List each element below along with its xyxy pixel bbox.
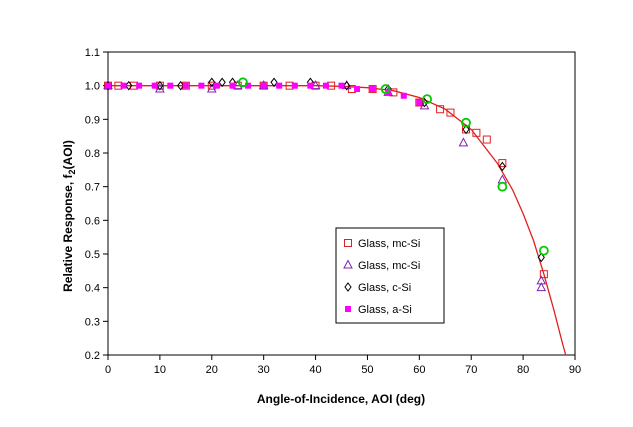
data-point xyxy=(322,82,329,89)
data-point xyxy=(472,128,481,137)
data-point xyxy=(498,159,507,168)
data-point xyxy=(436,105,445,114)
data-point xyxy=(105,82,111,89)
legend-label: Glass, a-Si xyxy=(358,304,412,316)
y-tick-label: 0.6 xyxy=(85,215,100,227)
data-point xyxy=(310,80,321,90)
data-point xyxy=(380,84,391,94)
data-points-group xyxy=(103,77,549,292)
data-point xyxy=(538,245,549,256)
y-tick-label: 0.7 xyxy=(85,182,100,194)
data-point xyxy=(198,82,205,89)
data-point xyxy=(537,252,545,263)
data-point xyxy=(369,86,376,93)
data-point xyxy=(497,181,508,192)
data-point xyxy=(260,82,267,89)
x-tick-label: 80 xyxy=(517,364,529,376)
data-point xyxy=(182,82,189,89)
x-axis-title: Angle-of-Incidence, AOI (deg) xyxy=(257,392,425,406)
data-point xyxy=(155,83,165,93)
data-point xyxy=(354,86,361,93)
data-point xyxy=(536,282,547,292)
legend-marker xyxy=(343,259,353,269)
data-point xyxy=(238,77,248,88)
y-axis-title-tail: (AOI) xyxy=(61,140,75,169)
data-point xyxy=(458,137,469,147)
data-point xyxy=(343,80,351,91)
legend-marker xyxy=(344,282,352,292)
legend-label: Glass, mc-Si xyxy=(358,260,420,272)
data-point xyxy=(400,92,407,99)
data-point xyxy=(167,82,174,89)
data-point xyxy=(177,80,185,91)
data-point xyxy=(136,82,143,89)
legend-marker xyxy=(344,239,352,247)
x-tick-label: 0 xyxy=(105,364,111,376)
data-point xyxy=(462,124,470,135)
legend-label: Glass, c-Si xyxy=(358,282,411,294)
data-point xyxy=(125,80,133,91)
data-point xyxy=(416,99,423,106)
data-point xyxy=(307,82,314,89)
y-tick-label: 0.5 xyxy=(85,249,100,261)
legend: Glass, mc-Si Glass, mc-Si Glass, c-Si Glass… xyxy=(335,227,445,324)
data-point xyxy=(206,83,217,93)
data-point xyxy=(419,100,430,110)
legend-marker xyxy=(345,306,351,312)
data-point xyxy=(461,117,471,128)
data-point xyxy=(446,108,455,117)
y-tick-label: 0.3 xyxy=(85,316,100,328)
data-point xyxy=(270,77,278,88)
y-tick-label: 0.9 xyxy=(85,114,100,126)
data-point xyxy=(422,94,433,105)
data-point xyxy=(120,82,127,89)
data-point xyxy=(156,80,164,91)
x-tick-label: 90 xyxy=(569,364,581,376)
data-point xyxy=(368,85,377,94)
data-point xyxy=(208,77,216,88)
data-point xyxy=(539,270,548,279)
y-tick-label: 1.1 xyxy=(85,47,100,59)
data-point xyxy=(213,82,220,89)
data-point xyxy=(181,81,190,90)
data-point xyxy=(482,135,491,144)
data-point xyxy=(498,161,506,172)
data-point xyxy=(218,77,226,88)
x-tick-label: 40 xyxy=(309,364,321,376)
x-tick-label: 70 xyxy=(465,364,477,376)
x-tick-label: 20 xyxy=(206,364,218,376)
y-axis-title: Relative Response, f2(AOI) xyxy=(61,140,77,292)
y-axis-title-main: Relative Response, f xyxy=(61,173,75,291)
legend-label: Glass, mc-Si xyxy=(358,238,420,250)
legend-box xyxy=(335,227,445,324)
y-tick-label: 0.4 xyxy=(85,283,100,295)
x-tick-label: 60 xyxy=(413,364,425,376)
data-point xyxy=(420,97,429,108)
data-point xyxy=(229,82,236,89)
x-tick-label: 10 xyxy=(154,364,166,376)
ticks-group: 0 10 20 30 40 50 60 70 80 90 0.2 0.3 0.4 0.5 0.6 0.7 0.8… xyxy=(85,47,581,376)
data-point xyxy=(276,82,283,89)
x-tick-label: 50 xyxy=(361,364,373,376)
y-tick-label: 0.2 xyxy=(85,350,100,362)
data-point xyxy=(415,98,424,107)
y-axis-title-subscript: 2 xyxy=(67,169,77,174)
y-tick-label: 0.8 xyxy=(85,148,100,160)
data-point xyxy=(338,82,345,89)
x-tick-label: 30 xyxy=(258,364,270,376)
y-tick-label: 1.0 xyxy=(85,81,100,93)
data-point xyxy=(291,82,298,89)
data-point xyxy=(151,82,158,89)
